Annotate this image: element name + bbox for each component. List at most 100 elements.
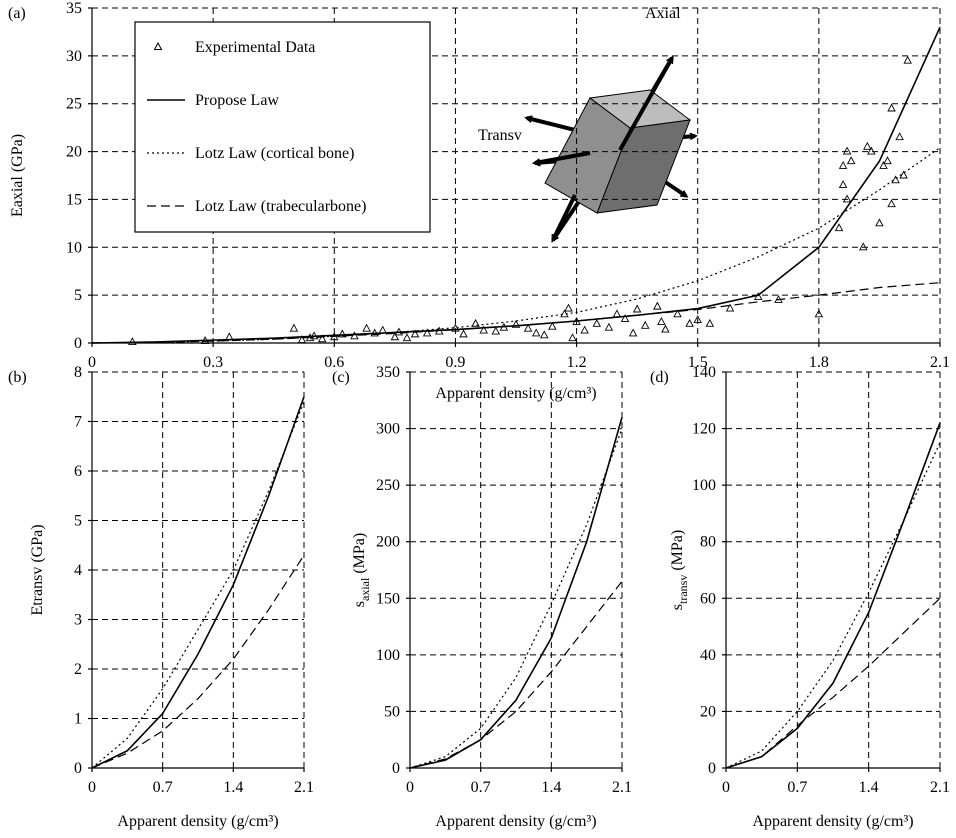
y-tick-label: 5	[74, 513, 82, 530]
data-point	[842, 194, 852, 203]
y-tick-label: 15	[66, 191, 82, 208]
panel: (b) 0 1 2 3 4 5 6 7 8 0 0.7 1.4 2.1 Apparent density (…	[8, 364, 314, 830]
data-point	[338, 329, 347, 338]
data-point	[620, 314, 630, 323]
x-tick-label: 1.4	[223, 779, 243, 796]
annotation: Transv	[478, 127, 522, 144]
legend-label: Lotz Law (trabecularbone)	[195, 198, 366, 215]
y-tick-label: 80	[700, 534, 716, 551]
y-tick-label: 20	[66, 144, 82, 161]
y-tick-label: 350	[376, 364, 400, 381]
x-tick-label: 0.7	[787, 779, 807, 796]
y-tick-label: 20	[700, 703, 716, 720]
data-point	[842, 146, 852, 155]
x-tick-label: 0	[406, 779, 414, 796]
y-tick-label: 4	[74, 562, 82, 579]
data-point	[673, 309, 682, 318]
y-axis-label: Etransv (GPa)	[29, 524, 46, 615]
x-tick-label: 0	[88, 779, 96, 796]
x-tick-label: 2.1	[930, 779, 950, 796]
panel-label: (b)	[8, 369, 27, 386]
legend-marker	[153, 41, 163, 50]
y-axis-label-unit: (MPa)	[351, 533, 368, 574]
data-point	[604, 322, 614, 331]
y-tick-label: 3	[74, 612, 82, 629]
data-point	[725, 303, 735, 312]
y-tick-label: 10	[66, 239, 82, 256]
data-point	[661, 324, 670, 333]
x-tick-label: 1.8	[809, 354, 829, 371]
data-point	[838, 160, 848, 169]
x-tick-label: 1.5	[688, 354, 708, 371]
y-tick-label: 30	[66, 48, 82, 65]
data-point	[531, 328, 541, 337]
x-tick-label: 0.6	[324, 354, 344, 371]
data-point	[903, 55, 912, 64]
y-tick-label: 25	[66, 96, 82, 113]
y-axis-label-sub: axial	[358, 577, 372, 601]
data-point	[863, 141, 872, 150]
data-point	[693, 315, 702, 323]
x-axis-label: Apparent density (g/cm³)	[117, 813, 278, 830]
data-point	[814, 309, 824, 318]
y-tick-label: 100	[692, 477, 716, 494]
curve	[409, 417, 623, 769]
data-point	[875, 218, 884, 227]
y-tick-label: 0	[392, 760, 400, 777]
y-axis-label-sub: transv	[676, 575, 690, 604]
data-point	[128, 337, 137, 345]
y-tick-label: 35	[66, 0, 82, 17]
x-tick-label: 0.7	[471, 779, 491, 796]
y-tick-label: 5	[74, 287, 82, 304]
data-point	[378, 325, 387, 334]
data-point	[653, 301, 662, 310]
data-point	[491, 326, 501, 335]
data-point	[511, 319, 521, 328]
data-point	[887, 103, 896, 112]
data-point	[895, 132, 904, 141]
data-point	[402, 333, 412, 342]
data-point	[390, 332, 400, 341]
x-tick-label: 2.1	[612, 779, 632, 796]
x-tick-label: 2.1	[294, 779, 314, 796]
data-point	[846, 156, 856, 165]
data-point	[362, 323, 371, 332]
curve	[725, 442, 941, 769]
data-point	[592, 318, 602, 327]
data-point	[628, 328, 638, 337]
data-point	[640, 320, 650, 329]
data-point	[838, 180, 848, 189]
y-axis-label: Eaxial (GPa)	[9, 134, 26, 217]
data-point	[471, 318, 480, 327]
curve	[409, 580, 623, 769]
block-illustration	[524, 55, 698, 243]
y-tick-label: 140	[692, 364, 716, 381]
data-point	[564, 303, 573, 312]
data-point	[879, 160, 888, 169]
x-tick-label: 0	[88, 354, 96, 371]
data-point	[883, 156, 892, 165]
data-point	[297, 335, 307, 344]
data-point	[580, 325, 589, 334]
y-tick-label: 7	[74, 414, 82, 431]
data-point	[887, 199, 896, 208]
data-point	[657, 316, 666, 325]
y-tick-label: 150	[376, 590, 400, 607]
data-point	[479, 325, 488, 334]
panel: (d) 0 20 40 60 80 100 120 140 0 0.7 1.4 2.1 Apparent …	[650, 364, 950, 830]
x-tick-label: 2.1	[930, 354, 950, 371]
data-point	[523, 323, 533, 332]
data-point	[317, 334, 327, 343]
data-point	[859, 242, 868, 251]
data-point	[705, 318, 715, 327]
x-axis-label: Apparent density (g/cm³)	[435, 385, 596, 402]
data-point	[548, 321, 557, 330]
data-point	[540, 330, 549, 339]
x-tick-label: 1.4	[859, 779, 879, 796]
data-point	[834, 223, 844, 232]
curve	[725, 597, 941, 769]
data-point	[867, 146, 876, 155]
y-axis-label-unit: (MPa)	[669, 530, 686, 571]
x-tick-label: 0.9	[445, 354, 465, 371]
